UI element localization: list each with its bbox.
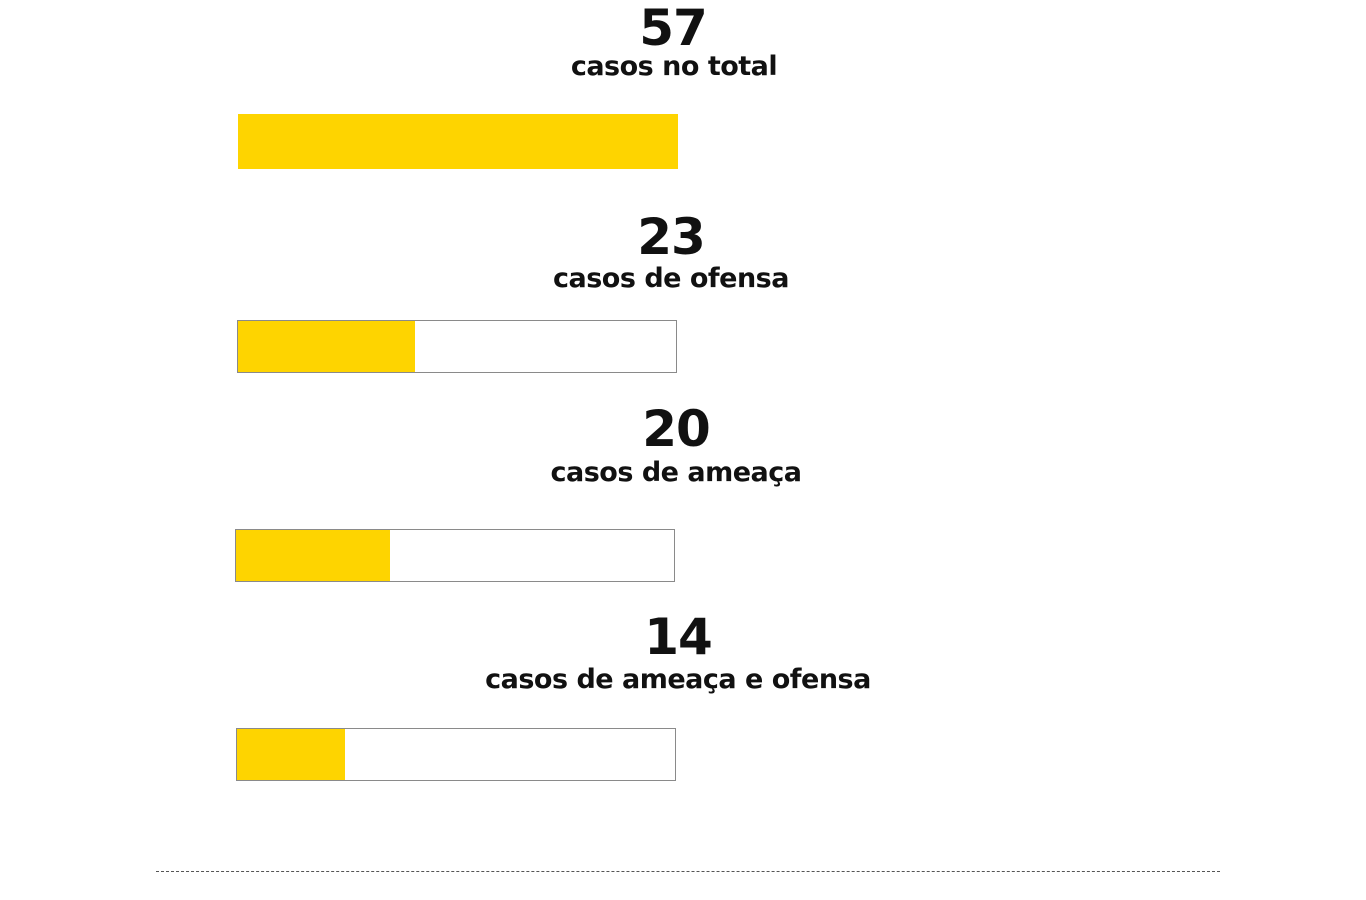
dashed-divider [156, 871, 1220, 872]
total-bar-fill [238, 114, 678, 169]
total-count: 57 [639, 0, 708, 57]
ofensa-bar-fill [238, 321, 415, 372]
total-label: casos no total [570, 51, 778, 82]
ameaca-ofensa-bar-track [236, 728, 676, 781]
ameaca-count: 20 [642, 400, 711, 458]
ameaca-ofensa-bar-fill [237, 729, 345, 780]
ofensa-bar-track [237, 320, 677, 373]
ameaca-bar-fill [236, 530, 390, 581]
ameaca-ofensa-label: casos de ameaça e ofensa [485, 664, 871, 695]
ofensa-count: 23 [637, 208, 706, 266]
ameaca-bar-track [235, 529, 675, 582]
total-bar-track [238, 114, 678, 169]
ameaca-label: casos de ameaça [550, 457, 802, 488]
ofensa-label: casos de ofensa [553, 263, 789, 294]
ameaca-ofensa-count: 14 [644, 608, 713, 666]
